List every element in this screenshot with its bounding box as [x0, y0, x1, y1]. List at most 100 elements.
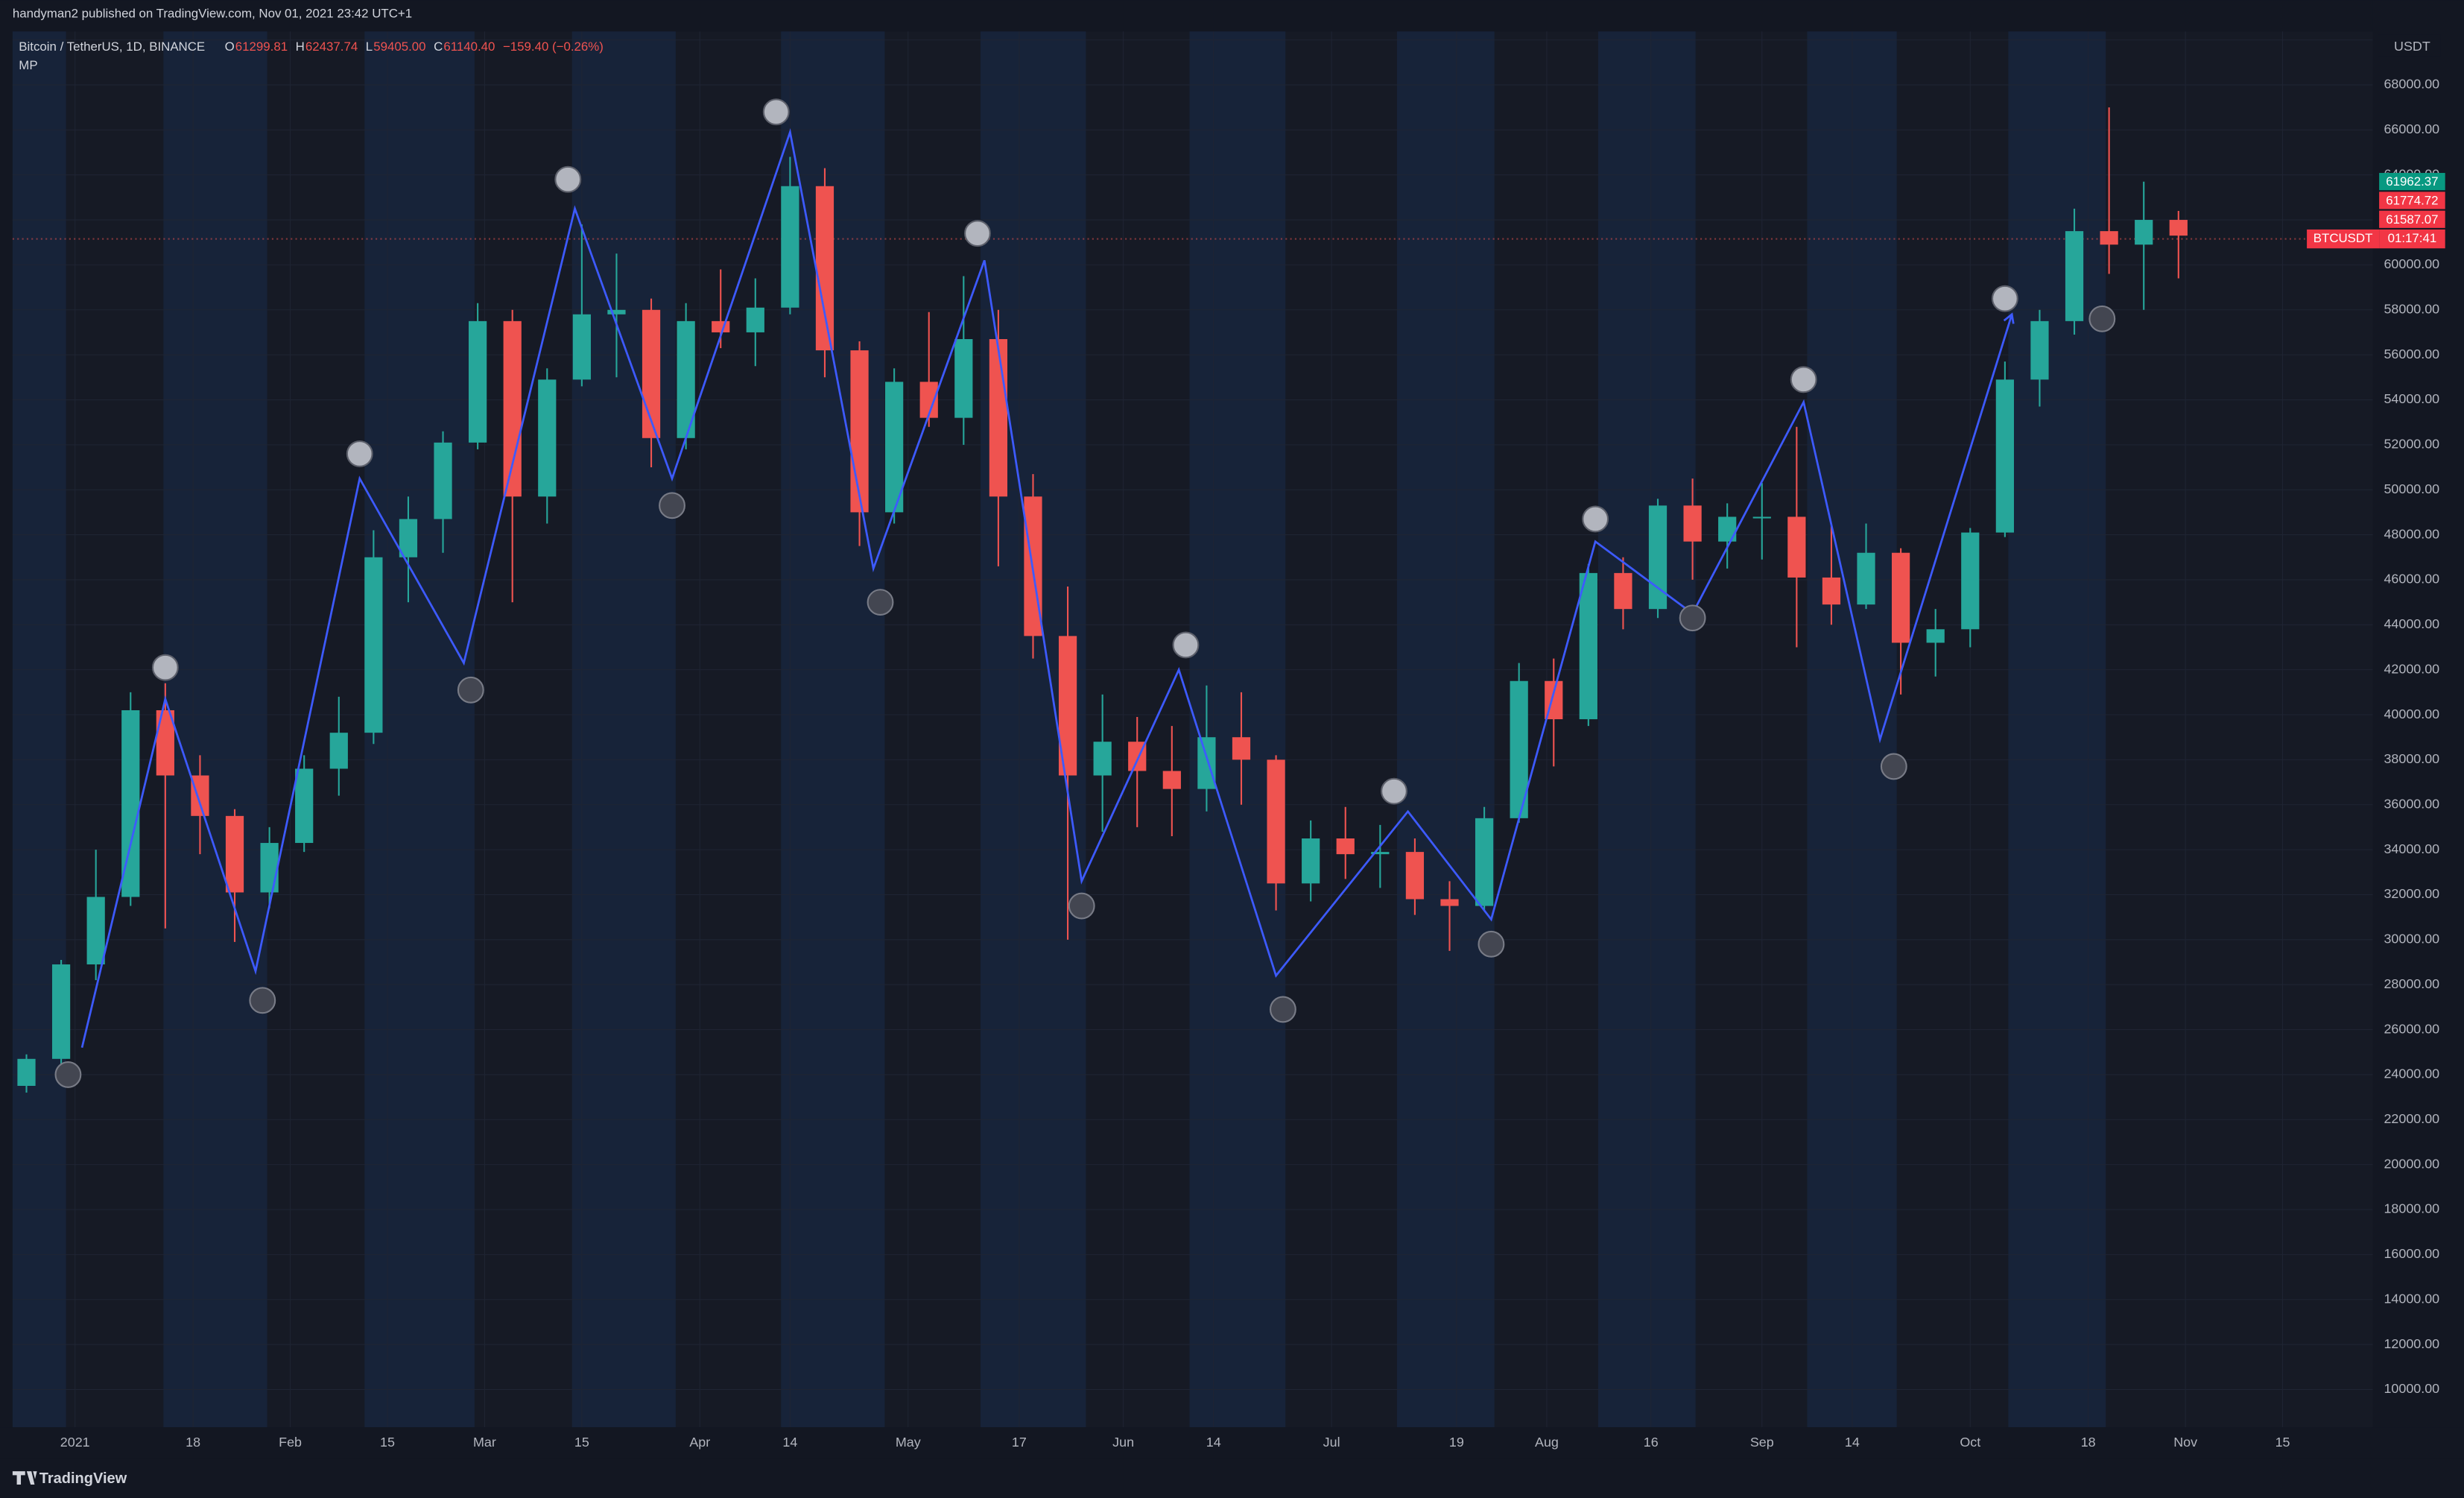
candle-body — [1093, 742, 1112, 776]
currency-box — [2378, 34, 2441, 57]
footer — [0, 1459, 2464, 1498]
pivot-low — [1269, 996, 1296, 1023]
candle-body — [954, 338, 973, 418]
x-tick-label: Oct — [1960, 1435, 1980, 1450]
time-axis — [0, 1427, 2464, 1459]
pivot-low — [1679, 604, 1706, 632]
publisher: handyman2 published on TradingView.com, … — [13, 6, 412, 20]
pivot-high — [1582, 505, 1609, 533]
candle-body — [1440, 899, 1459, 906]
candle-body — [399, 519, 418, 557]
price-label: 61774.72 — [2386, 193, 2438, 207]
indicator: MP — [19, 58, 37, 72]
candle-body — [2169, 220, 2188, 236]
candle-body — [1683, 505, 1702, 542]
axes: 10000.00 12000.00 14000.00 16000.00 18000.00… — [60, 31, 2439, 1450]
symbol-tag — [2307, 229, 2380, 249]
candle-body — [260, 843, 279, 893]
y-tick-label: 54000.00 — [2384, 391, 2439, 406]
y-tick-label: 18000.00 — [2384, 1201, 2439, 1216]
pivot-low — [457, 676, 484, 704]
y-tick-label: 36000.00 — [2384, 796, 2439, 811]
y-tick-label: 14000.00 — [2384, 1291, 2439, 1306]
candle-body — [746, 307, 764, 332]
x-tick-label: 2021 — [60, 1435, 90, 1450]
y-tick-label: 68000.00 — [2384, 77, 2439, 92]
price-tag — [2379, 210, 2445, 228]
candle-body — [712, 320, 730, 332]
y-tick-label: 40000.00 — [2384, 707, 2439, 721]
candle-body — [86, 897, 105, 965]
x-tick-label: 18 — [186, 1435, 200, 1450]
ohlc-key: L — [366, 39, 373, 54]
x-tick-label: Apr — [689, 1435, 710, 1450]
candle-body — [2065, 231, 2084, 321]
ohlc-legend: O 61299.81 H 62437.74 L 59405.00 C 61140.40 −159… — [225, 39, 604, 54]
x-tick-label: Aug — [1535, 1435, 1559, 1450]
chart-title: Bitcoin / TetherUS, 1D, BINANCE — [19, 39, 205, 54]
y-tick-label: 42000.00 — [2384, 661, 2439, 676]
x-tick-label: Jul — [1323, 1435, 1340, 1450]
x-tick-label: Nov — [2173, 1435, 2197, 1450]
candle-body — [1961, 532, 1980, 630]
x-tick-label: 16 — [1644, 1435, 1659, 1450]
pivot-high — [151, 654, 179, 681]
candle-body — [572, 314, 591, 380]
candle-body — [1267, 759, 1285, 884]
candle-body — [1405, 852, 1425, 900]
y-tick-label: 50000.00 — [2384, 481, 2439, 496]
y-tick-label: 48000.00 — [2384, 526, 2439, 541]
candle-body — [469, 320, 487, 443]
candle-body — [885, 382, 904, 513]
price-tag — [2379, 192, 2445, 209]
grid — [12, 31, 2373, 1428]
candle-body — [2100, 231, 2118, 245]
y-tick-label: 58000.00 — [2384, 301, 2439, 316]
y-tick-label: 66000.00 — [2384, 121, 2439, 136]
y-tick-label: 12000.00 — [2384, 1336, 2439, 1351]
candle-body — [989, 338, 1008, 497]
y-tick-label: 52000.00 — [2384, 437, 2439, 452]
candle-body — [329, 733, 348, 769]
pivot-high — [554, 165, 582, 193]
y-tick-label: 46000.00 — [2384, 572, 2439, 587]
logo — [12, 1471, 37, 1485]
footer-brand: TradingView — [39, 1470, 127, 1487]
candle-body — [850, 350, 869, 513]
candle-body — [642, 309, 661, 438]
candle-body — [1857, 552, 1875, 605]
candle-body — [1302, 838, 1320, 884]
plot — [17, 98, 2188, 1093]
y-tick-label: 32000.00 — [2384, 886, 2439, 901]
candle-body — [225, 815, 244, 893]
y-tick-label: 38000.00 — [2384, 751, 2439, 766]
candle-body — [1892, 552, 1910, 643]
ohlc-value: 62437.74 — [305, 39, 358, 54]
ohlc-key: C — [434, 39, 443, 54]
candle-body — [1614, 572, 1632, 610]
pivot-high — [964, 220, 991, 247]
y-tick-label: 34000.00 — [2384, 841, 2439, 856]
countdown: 01:17:41 — [2388, 231, 2437, 245]
zigzag-line — [80, 127, 2013, 1049]
candle-body — [1995, 379, 2014, 533]
pivot-low — [1478, 930, 1505, 958]
candle-body — [51, 964, 71, 1059]
candle-body — [1475, 818, 1494, 906]
candle-body — [1926, 629, 1945, 643]
x-tick-label: Sep — [1750, 1435, 1774, 1450]
x-tick-label: 15 — [380, 1435, 395, 1450]
y-tick-label: 44000.00 — [2384, 616, 2439, 631]
y-tick-label: 22000.00 — [2384, 1111, 2439, 1126]
candle-body — [1162, 771, 1181, 789]
x-tick-label: 19 — [1449, 1435, 1464, 1450]
y-tick-label: 16000.00 — [2384, 1246, 2439, 1261]
ohlc-key: H — [296, 39, 305, 54]
candle-body — [1197, 737, 1216, 789]
symbol: BTCUSDT — [2313, 231, 2373, 245]
candle-body — [503, 320, 522, 497]
pivot-low — [1880, 753, 1907, 780]
candle-body — [1822, 577, 1841, 605]
pivot-high — [762, 98, 790, 126]
